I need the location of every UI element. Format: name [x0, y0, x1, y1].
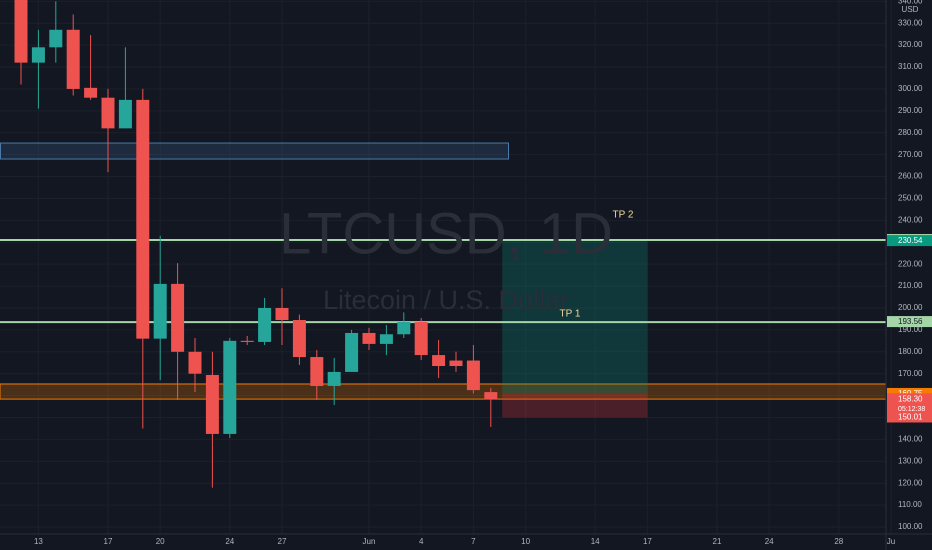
y-tick-label: 340.00: [898, 0, 923, 5]
candle-body: [49, 29, 63, 48]
x-tick-label: 20: [156, 537, 165, 546]
candle-body: [66, 29, 80, 89]
candle-body: [153, 283, 167, 339]
zone: [0, 383, 887, 400]
candle-body: [310, 357, 324, 386]
candle-body: [223, 340, 237, 434]
target-area: [502, 241, 648, 394]
y-tick-label: 270.00: [898, 150, 923, 159]
candle-body: [275, 307, 289, 321]
candle-body: [136, 99, 150, 339]
y-tick-label: 210.00: [898, 281, 923, 290]
x-tick-label: 24: [765, 537, 774, 546]
x-tick-label: Ju: [887, 537, 895, 546]
level-text: TP 1: [560, 309, 581, 320]
candle-body: [118, 99, 132, 129]
x-tick-label: Jun: [363, 537, 376, 546]
y-tick-label: 100.00: [898, 522, 923, 531]
candle-body: [84, 87, 98, 98]
y-tick-label: 220.00: [898, 259, 923, 268]
y-tick-label: 200.00: [898, 303, 923, 312]
candle-body: [101, 97, 115, 129]
y-tick-label: 180.00: [898, 347, 923, 356]
price-label: 150.01: [898, 413, 923, 422]
y-tick-label: 280.00: [898, 128, 923, 137]
x-tick-label: 7: [471, 537, 476, 546]
x-tick-label: 24: [225, 537, 234, 546]
countdown: 05:12:38: [898, 406, 925, 413]
y-tick-label: 320.00: [898, 40, 923, 49]
candle-body: [466, 360, 480, 391]
level-price-box: [887, 316, 932, 328]
y-tick-label: 130.00: [898, 456, 923, 465]
candle-body: [258, 307, 272, 342]
candle-body: [397, 321, 411, 335]
candle-body: [414, 321, 428, 356]
x-tick-label: 28: [834, 537, 843, 546]
y-tick-label: 260.00: [898, 172, 923, 181]
x-tick-label: 4: [419, 537, 424, 546]
y-tick-label: 140.00: [898, 435, 923, 444]
plot: [0, 0, 887, 488]
candle-body: [14, 0, 28, 63]
candle-body: [432, 355, 446, 367]
x-tick-label: 17: [643, 537, 652, 546]
price-label-box: [887, 235, 932, 247]
currency-label: USD: [902, 5, 919, 14]
price-label: 158.30: [898, 394, 923, 403]
y-tick-label: 190.00: [898, 325, 923, 334]
candle-body: [188, 351, 202, 374]
x-tick-label: 27: [278, 537, 287, 546]
level-price: 193.56: [898, 317, 923, 326]
x-tick-label: 14: [591, 537, 600, 546]
x-tick-label: 17: [104, 537, 113, 546]
y-tick-label: 240.00: [898, 215, 923, 224]
price-label: 230.54: [898, 236, 923, 245]
candle-body: [171, 283, 185, 352]
candle-body: [205, 375, 219, 434]
y-tick-label: 310.00: [898, 62, 923, 71]
x-tick-label: 21: [713, 537, 722, 546]
candle-body: [292, 320, 306, 358]
candle-body: [327, 371, 341, 386]
candle-body: [31, 47, 45, 63]
x-tick-label: 10: [521, 537, 530, 546]
stop-area: [502, 393, 648, 418]
candle-body: [484, 392, 498, 400]
y-tick-label: 330.00: [898, 18, 923, 27]
candle-body: [379, 334, 393, 344]
watermark-description: Litecoin / U.S. Dollar: [323, 285, 569, 315]
y-tick-label: 300.00: [898, 84, 923, 93]
candle-body: [345, 332, 359, 372]
y-tick-label: 170.00: [898, 369, 923, 378]
zone: [0, 142, 509, 160]
candle-body: [362, 332, 376, 344]
y-tick-label: 250.00: [898, 194, 923, 203]
x-tick-label: 13: [34, 537, 43, 546]
watermark-symbol: LTCUSD, 1D: [279, 201, 613, 266]
level-text: TP 2: [613, 210, 634, 221]
candle-body: [240, 340, 254, 342]
y-tick-label: 110.00: [898, 500, 922, 509]
candle-body: [449, 360, 463, 367]
y-tick-label: 120.00: [898, 478, 923, 487]
price-label-box: [887, 411, 932, 423]
price-label-box: [887, 393, 932, 415]
y-tick-label: 290.00: [898, 106, 923, 115]
